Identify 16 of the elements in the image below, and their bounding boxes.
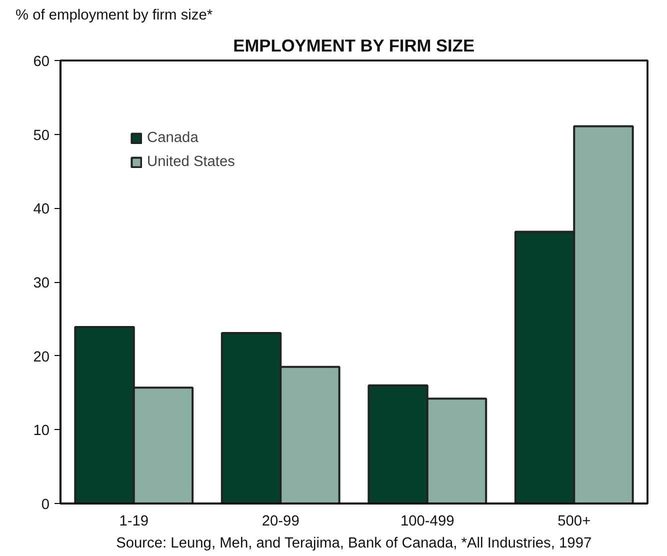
y-tick-label: 40	[33, 202, 50, 218]
x-tick-label: 1-19	[119, 514, 149, 530]
legend-label: United States	[147, 154, 235, 170]
y-tick-label: 60	[33, 54, 50, 70]
y-tick-label: 50	[33, 128, 50, 144]
x-tick-label: 100-499	[400, 514, 454, 530]
chart-title: EMPLOYMENT BY FIRM SIZE	[233, 36, 475, 56]
y-tick-label: 10	[33, 423, 50, 440]
y-tick-label: 30	[33, 276, 50, 292]
x-tick-label: 20-99	[262, 514, 300, 530]
y-tick-label: 20	[33, 349, 50, 366]
y-tick-label: 0	[41, 497, 50, 513]
source-note: Source: Leung, Meh, and Terajima, Bank of Canada, *All Industries, 1997	[116, 536, 592, 552]
x-tick-label: 500+	[558, 514, 591, 530]
y-axis-title: % of employment by firm size*	[16, 8, 213, 24]
legend-label: Canada	[147, 130, 198, 146]
